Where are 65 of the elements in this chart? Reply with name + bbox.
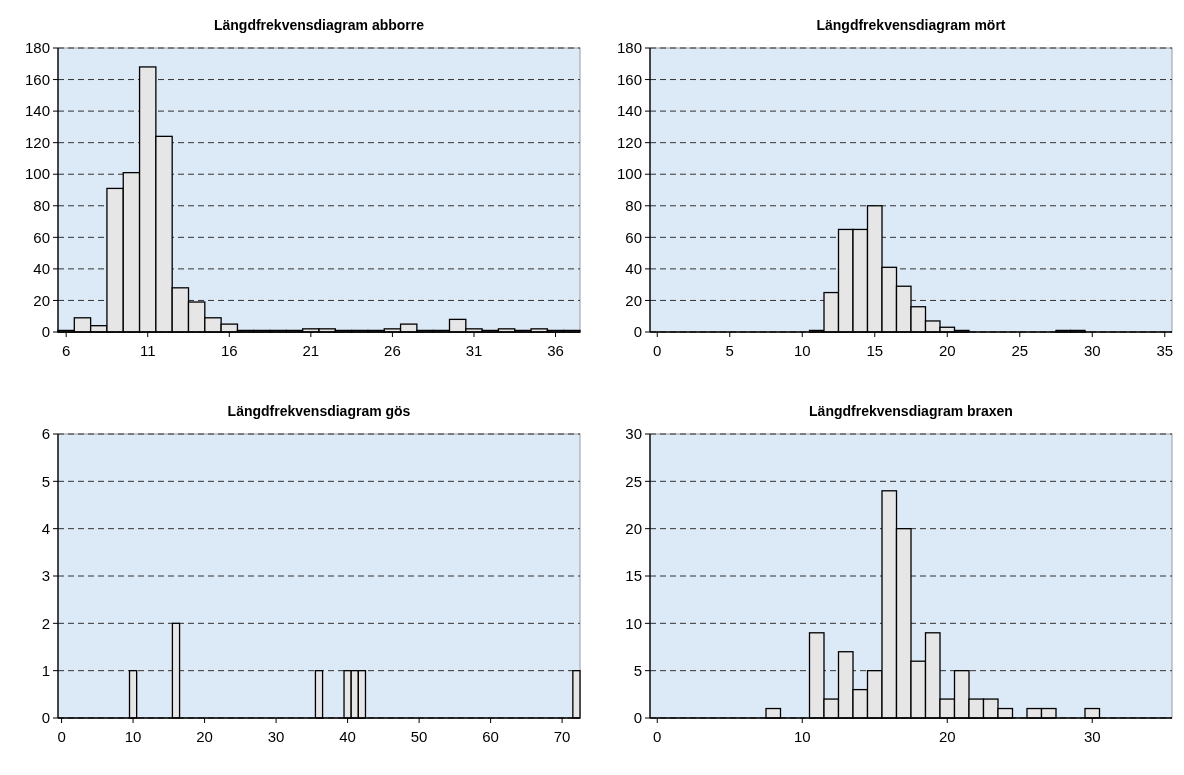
y-tick-label: 3 <box>41 567 50 585</box>
x-tick-label: 20 <box>196 728 213 745</box>
y-tick-label: 120 <box>616 133 642 151</box>
y-tick-label: 140 <box>616 102 642 120</box>
x-tick-label: 11 <box>139 342 156 359</box>
y-tick-label: 0 <box>41 709 50 727</box>
x-tick-label: 16 <box>220 342 238 359</box>
x-tick-label: 10 <box>793 728 811 745</box>
y-tick-label: 10 <box>625 614 642 632</box>
y-tick-label: 5 <box>633 661 642 679</box>
x-tick-label: 6 <box>61 342 71 359</box>
x-tick-label: 10 <box>793 342 811 359</box>
chart-title: Längdfrekvensdiagram abborre <box>213 17 425 33</box>
y-tick-label: 0 <box>633 709 642 727</box>
y-tick-label: 25 <box>625 472 642 490</box>
y-tick-label: 1 <box>41 661 50 679</box>
x-tick-label: 26 <box>384 342 401 359</box>
x-tick-label: 10 <box>124 728 142 745</box>
x-tick-label: 30 <box>1083 342 1101 359</box>
x-tick-label: 60 <box>482 728 499 745</box>
x-tick-label: 30 <box>1083 728 1101 745</box>
y-tick-label: 20 <box>625 519 642 537</box>
x-tick-label: 0 <box>653 342 662 359</box>
y-tick-label: 30 <box>625 425 642 443</box>
y-tick-label: 80 <box>33 197 50 215</box>
x-tick-label: 31 <box>465 342 483 359</box>
x-tick-label: 20 <box>938 728 956 745</box>
y-tick-label: 4 <box>41 519 50 537</box>
y-tick-label: 160 <box>616 70 642 88</box>
y-tick-label: 180 <box>24 39 50 57</box>
x-tick-label: 25 <box>1011 342 1029 359</box>
y-tick-label: 160 <box>24 70 50 88</box>
y-tick-label: 100 <box>616 165 642 183</box>
y-tick-label: 0 <box>41 323 50 341</box>
x-tick-label: 30 <box>267 728 285 745</box>
y-tick-label: 40 <box>625 260 642 278</box>
y-tick-label: 180 <box>616 39 642 57</box>
y-tick-label: 6 <box>41 425 50 443</box>
y-tick-label: 20 <box>625 291 642 309</box>
chart-title: Längdfrekvensdiagram gös <box>227 403 411 419</box>
y-tick-label: 20 <box>33 291 50 309</box>
y-tick-label: 0 <box>633 323 642 341</box>
x-tick-label: 70 <box>553 728 571 745</box>
x-tick-label: 15 <box>866 342 884 359</box>
y-tick-label: 100 <box>24 165 50 183</box>
x-tick-label: 36 <box>547 342 564 359</box>
y-tick-label: 80 <box>625 197 642 215</box>
x-tick-label: 21 <box>302 342 320 359</box>
y-tick-label: 40 <box>33 260 50 278</box>
chart-title: Längdfrekvensdiagram braxen <box>809 403 1013 419</box>
y-tick-label: 5 <box>41 472 50 490</box>
y-tick-label: 140 <box>24 102 50 120</box>
x-tick-label: 50 <box>410 728 428 745</box>
y-tick-label: 2 <box>41 614 50 632</box>
y-tick-label: 120 <box>24 133 50 151</box>
x-tick-label: 35 <box>1156 342 1174 359</box>
x-tick-label: 5 <box>725 342 734 359</box>
y-tick-label: 60 <box>33 228 50 246</box>
x-tick-label: 0 <box>653 728 662 745</box>
x-tick-label: 40 <box>339 728 356 745</box>
y-tick-label: 15 <box>625 567 642 585</box>
x-tick-label: 0 <box>57 728 66 745</box>
y-tick-label: 60 <box>625 228 642 246</box>
chart-title: Längdfrekvensdiagram mört <box>816 17 1006 33</box>
x-tick-label: 20 <box>938 342 956 359</box>
